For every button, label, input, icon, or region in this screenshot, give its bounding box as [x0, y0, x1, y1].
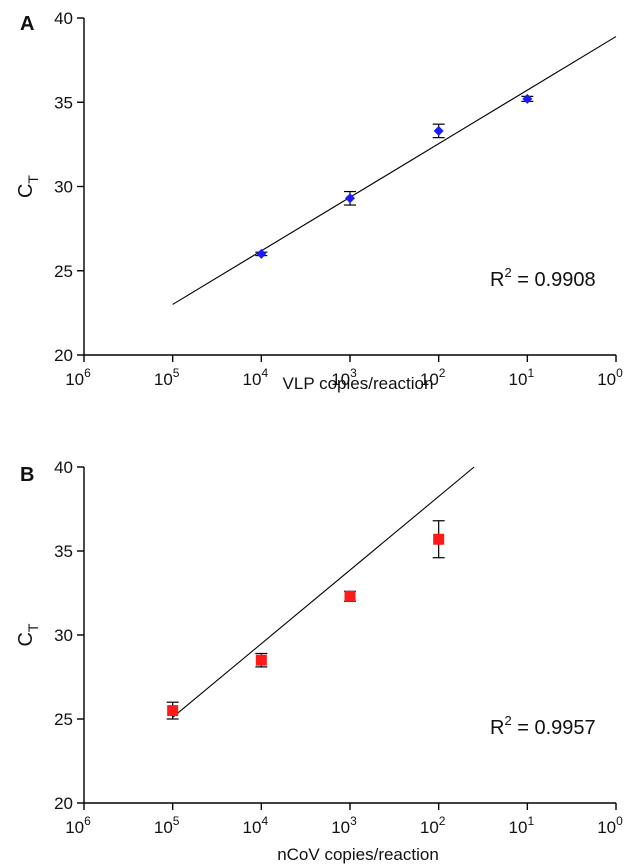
y-tick-label: 40 — [54, 458, 73, 477]
fit-line — [172, 36, 617, 305]
data-point — [345, 193, 355, 204]
x-tick-label: 101 — [509, 814, 535, 837]
x-tick-label: 100 — [597, 366, 623, 389]
x-tick-label: 106 — [65, 366, 91, 389]
x-tick-label: 102 — [420, 814, 446, 837]
data-point — [433, 125, 444, 136]
x-tick-label: 101 — [509, 366, 535, 389]
x-tick-label: 106 — [65, 814, 91, 837]
data-point — [256, 248, 267, 259]
y-tick-label: 30 — [54, 178, 73, 197]
r-squared-annotation: R2 = 0.9908 — [490, 265, 596, 291]
y-tick-label: 25 — [54, 710, 73, 729]
data-point — [433, 533, 445, 545]
data-point — [167, 705, 179, 717]
fit-line — [172, 466, 475, 718]
x-tick-label: 105 — [154, 366, 180, 389]
y-tick-label: 20 — [54, 346, 73, 365]
chart-panel-b: B 20 25 30 35 40 106 105 104 103 102 101 100 nCoV cop… — [15, 458, 623, 864]
y-tick-label: 35 — [54, 93, 73, 112]
panel-label: B — [20, 464, 34, 486]
x-axis-label: nCoV copies/reaction — [277, 845, 439, 864]
y-axis-label: CT — [15, 175, 41, 198]
y-tick-label: 35 — [54, 542, 73, 561]
y-tick-label: 40 — [54, 9, 73, 28]
x-tick-label: 105 — [154, 814, 180, 837]
y-tick-label: 30 — [54, 626, 73, 645]
y-tick-label: 20 — [54, 794, 73, 813]
data-point — [344, 590, 356, 602]
r-squared-annotation: R2 = 0.9957 — [490, 713, 596, 739]
data-point — [522, 93, 533, 104]
x-tick-label: 103 — [331, 814, 357, 837]
x-axis-label: VLP copies/reaction — [283, 374, 434, 393]
y-tick-label: 25 — [54, 262, 73, 281]
x-tick-label: 104 — [243, 814, 269, 837]
panel-label: A — [20, 13, 34, 35]
y-axis-label: CT — [15, 623, 41, 646]
x-tick-label: 100 — [597, 814, 623, 837]
x-tick-label: 104 — [243, 366, 269, 389]
data-point — [255, 654, 267, 666]
